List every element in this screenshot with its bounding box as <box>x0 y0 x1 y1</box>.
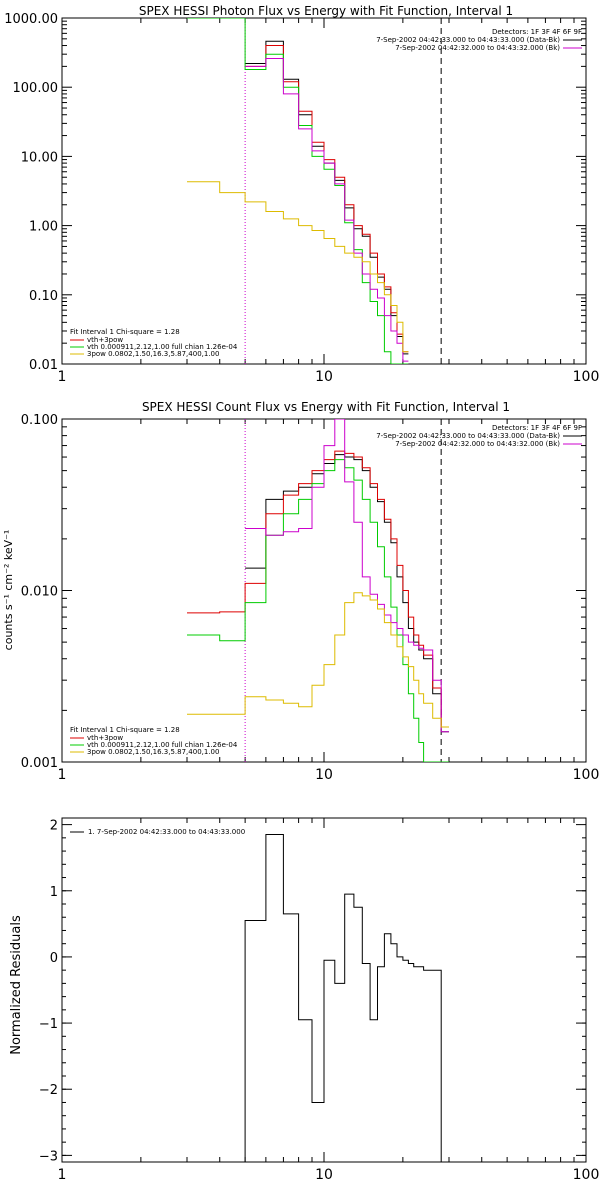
photon-legend-data-bk-label: 7-Sep-2002 04:42:33.000 to 04:43:33.000 … <box>376 36 560 44</box>
photon-series-3 <box>245 58 409 362</box>
photon-ytick-label: 10.00 <box>21 150 58 165</box>
photon-series-2 <box>187 18 409 364</box>
count-fit-3pow-label: 3pow 0.0802,1.50,16.3,5.87,400,1.00 <box>87 748 219 756</box>
count-flux-panel: SPEX HESSI Count Flux vs Energy with Fit… <box>2 400 599 783</box>
count-legend-detectors: Detectors: 1F 3F 4F 6F 9F <box>492 424 582 432</box>
count-flux-plot-area: 1 10 100 0.001 0.010 0.100 <box>21 413 600 783</box>
photon-series-4 <box>187 181 409 353</box>
residual-ytick-label: −2 <box>39 1083 58 1098</box>
photon-ytick-label: 0.01 <box>29 358 58 373</box>
count-series-4 <box>187 592 449 728</box>
photon-axes-frame <box>61 17 587 365</box>
residuals-panel: Normalized Residuals 1 10 100 −3 −2 −1 0 1 2 1. … <box>9 817 600 1183</box>
photon-flux-title: SPEX HESSI Photon Flux vs Energy with Fi… <box>139 4 513 18</box>
residual-xtick-label: 100 <box>573 1167 600 1183</box>
count-fit-header: Fit Interval 1 Chi-square = 1.28 <box>70 726 180 734</box>
residual-ytick-label: 1 <box>50 885 58 900</box>
count-ytick-label: 0.010 <box>21 585 58 600</box>
residuals-legend-label: 1. 7-Sep-2002 04:42:33.000 to 04:43:33.0… <box>88 828 245 836</box>
residual-ytick-label: 0 <box>50 951 58 966</box>
photon-ytick-label: 1.00 <box>29 220 58 235</box>
photon-ytick-label: 0.10 <box>29 289 58 304</box>
photon-xtick-label: 10 <box>315 369 333 385</box>
photon-flux-fit-legend: Fit Interval 1 Chi-square = 1.28 vth+3po… <box>70 328 238 358</box>
count-flux-top-legend: Detectors: 1F 3F 4F 6F 9F 7-Sep-2002 04:… <box>376 424 582 448</box>
residual-ytick-label: 2 <box>50 819 58 834</box>
count-ytick-label: 0.001 <box>21 756 58 771</box>
photon-ytick-label: 100.00 <box>13 81 59 96</box>
count-xtick-label: 1 <box>58 767 67 783</box>
count-fit-vthpow-label: vth+3pow <box>87 734 123 742</box>
photon-xtick-label: 100 <box>573 369 600 385</box>
count-flux-title: SPEX HESSI Count Flux vs Energy with Fit… <box>142 400 510 414</box>
photon-flux-panel: SPEX HESSI Photon Flux vs Energy with Fi… <box>4 4 599 385</box>
residual-ytick-label: −1 <box>39 1017 58 1032</box>
photon-flux-plot-area: 1 10 100 0.01 0.10 1.00 10.00 100.00 1000.00 <box>4 12 599 385</box>
residual-xtick-label: 1 <box>58 1167 67 1183</box>
count-series-2 <box>187 459 449 762</box>
photon-fit-vthpow-label: vth+3pow <box>87 336 123 344</box>
count-flux-fit-legend: Fit Interval 1 Chi-square = 1.28 vth+3po… <box>70 726 238 756</box>
photon-fit-3pow-label: 3pow 0.0802,1.50,16.3,5.87,400,1.00 <box>87 350 219 358</box>
count-flux-ylabel: counts s⁻¹ cm⁻² keV⁻¹ <box>2 530 15 651</box>
count-legend-data-bk-label: 7-Sep-2002 04:42:33.000 to 04:43:33.000 … <box>376 432 560 440</box>
photon-legend-bk-label: 7-Sep-2002 04:42:32.000 to 04:43:32.000 … <box>395 44 560 52</box>
residuals-plot-area: 1 10 100 −3 −2 −1 0 1 2 <box>39 817 600 1183</box>
residuals-legend: 1. 7-Sep-2002 04:42:33.000 to 04:43:33.0… <box>70 828 245 836</box>
count-series-1 <box>187 450 449 728</box>
photon-fit-vth-label: vth 0.000911,2.12,1.00 full chian 1.26e-… <box>87 343 238 351</box>
count-legend-bk-label: 7-Sep-2002 04:42:32.000 to 04:43:32.000 … <box>395 440 560 448</box>
count-xtick-label: 10 <box>315 767 333 783</box>
residual-series-0 <box>244 834 442 1162</box>
photon-series-1 <box>245 45 409 353</box>
count-series-3 <box>245 419 449 733</box>
photon-ytick-label: 1000.00 <box>4 12 58 27</box>
residual-ytick-label: −3 <box>39 1149 58 1164</box>
count-ytick-label: 0.100 <box>21 413 58 428</box>
photon-flux-top-legend: Detectors: 1F 3F 4F 6F 9F 7-Sep-2002 04:… <box>376 28 582 52</box>
count-fit-vth-label: vth 0.000911,2.12,1.00 full chian 1.26e-… <box>87 741 238 749</box>
photon-fit-header: Fit Interval 1 Chi-square = 1.28 <box>70 328 180 336</box>
photon-legend-detectors: Detectors: 1F 3F 4F 6F 9F <box>492 28 582 36</box>
photon-xtick-label: 1 <box>58 369 67 385</box>
residual-xtick-label: 10 <box>315 1167 333 1183</box>
count-xtick-label: 100 <box>573 767 600 783</box>
residuals-ylabel: Normalized Residuals <box>9 915 24 1055</box>
